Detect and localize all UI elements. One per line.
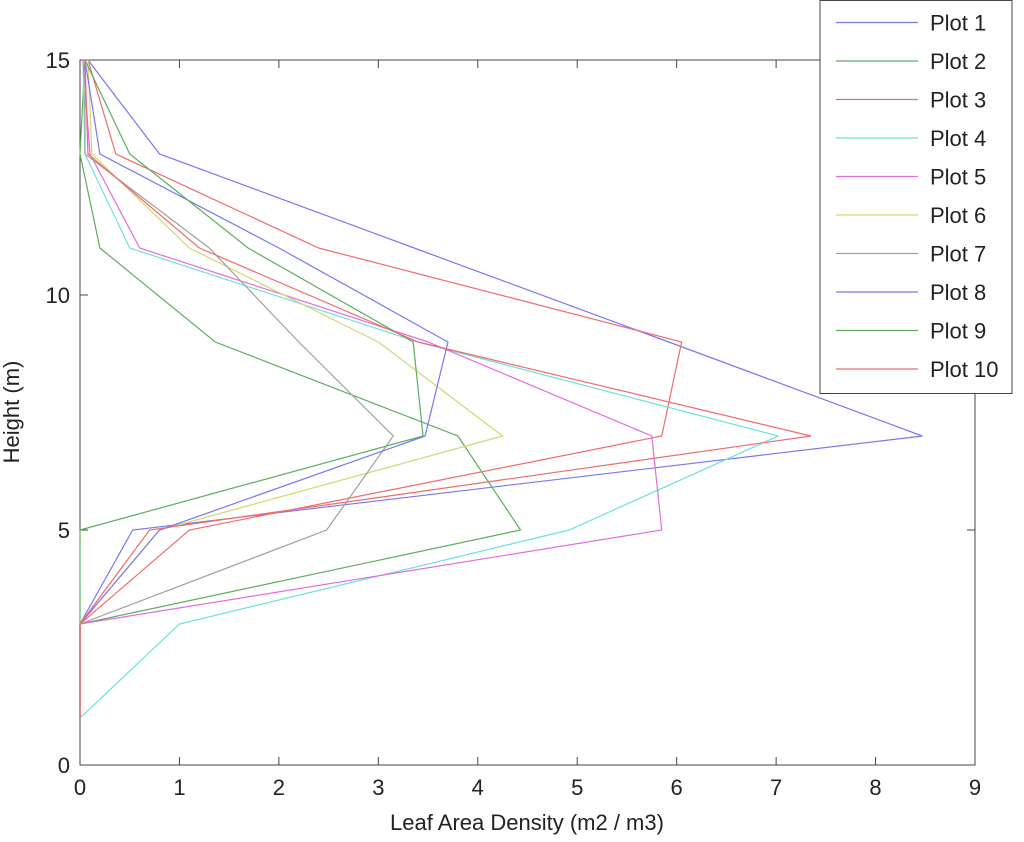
y-tick-label: 5 [58, 518, 70, 543]
series-line [79, 59, 812, 718]
y-tick-label: 15 [46, 48, 70, 73]
series-line [79, 59, 663, 718]
x-tick-label: 5 [571, 775, 583, 800]
legend-label: Plot 2 [930, 49, 986, 74]
legend-label: Plot 10 [930, 357, 999, 382]
x-tick-label: 0 [74, 775, 86, 800]
x-tick-label: 8 [869, 775, 881, 800]
series-line [79, 59, 780, 719]
y-axis-label: Height (m) [0, 361, 24, 464]
series-line [79, 59, 449, 718]
series-line [79, 59, 522, 718]
y-tick-label: 0 [58, 753, 70, 778]
x-axis-label: Leaf Area Density (m2 / m3) [390, 810, 664, 835]
legend-label: Plot 5 [930, 165, 986, 190]
legend-box [819, 0, 1013, 394]
legend-label: Plot 1 [930, 11, 986, 36]
series-line [79, 59, 424, 718]
legend-label: Plot 4 [930, 126, 986, 151]
legend-label: Plot 8 [930, 280, 986, 305]
series-line [79, 59, 923, 718]
legend-label: Plot 6 [930, 203, 986, 228]
legend-label: Plot 3 [930, 88, 986, 113]
x-tick-label: 3 [372, 775, 384, 800]
x-tick-label: 9 [969, 775, 981, 800]
legend-label: Plot 7 [930, 242, 986, 267]
x-tick-label: 4 [472, 775, 484, 800]
x-tick-label: 1 [173, 775, 185, 800]
y-tick-label: 10 [46, 283, 70, 308]
x-tick-label: 2 [273, 775, 285, 800]
legend-label: Plot 9 [930, 319, 986, 344]
x-tick-label: 6 [671, 775, 683, 800]
x-tick-label: 7 [770, 775, 782, 800]
